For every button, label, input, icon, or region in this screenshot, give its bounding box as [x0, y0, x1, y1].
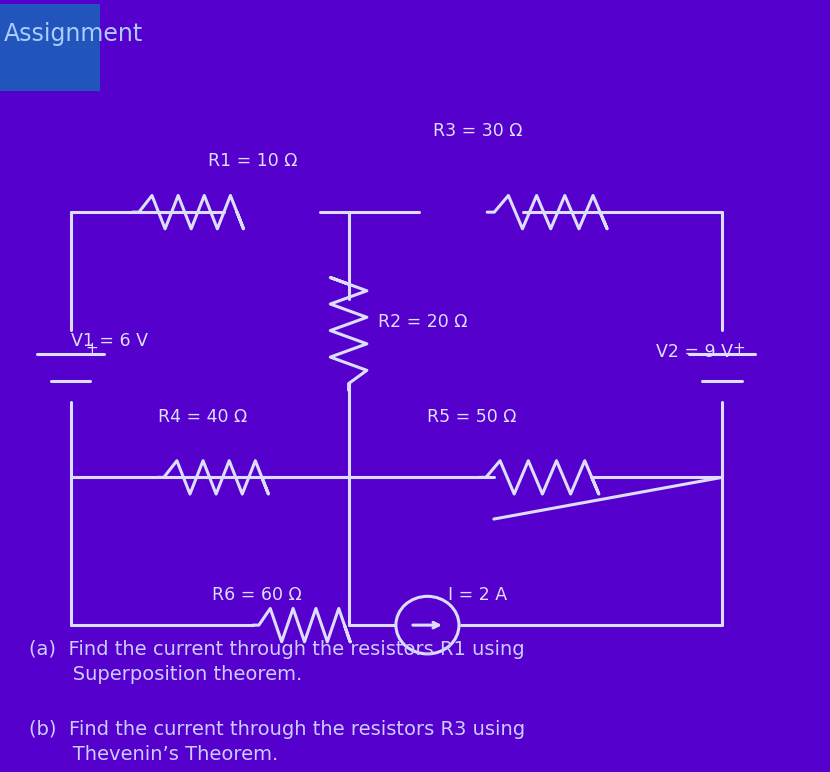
Text: (b)  Find the current through the resistors R3 using
       Thevenin’s Theorem.: (b) Find the current through the resisto… [29, 720, 525, 764]
Text: V1 = 6 V: V1 = 6 V [71, 332, 148, 350]
Text: V2 = 9 V: V2 = 9 V [656, 344, 733, 361]
Text: R2 = 20 Ω: R2 = 20 Ω [378, 313, 467, 331]
Text: R5 = 50 Ω: R5 = 50 Ω [427, 408, 517, 425]
Text: +: + [85, 341, 98, 356]
Text: +: + [732, 341, 745, 356]
FancyBboxPatch shape [0, 4, 100, 91]
Text: I = 2 A: I = 2 A [447, 586, 507, 604]
Text: R3 = 30 Ω: R3 = 30 Ω [432, 122, 522, 141]
Text: (a)  Find the current through the resistors R1 using
       Superposition theore: (a) Find the current through the resisto… [29, 640, 525, 684]
Text: R4 = 40 Ω: R4 = 40 Ω [158, 408, 247, 425]
Text: Assignment: Assignment [4, 22, 144, 46]
Text: R6 = 60 Ω: R6 = 60 Ω [212, 586, 302, 604]
Text: R1 = 10 Ω: R1 = 10 Ω [208, 153, 298, 171]
